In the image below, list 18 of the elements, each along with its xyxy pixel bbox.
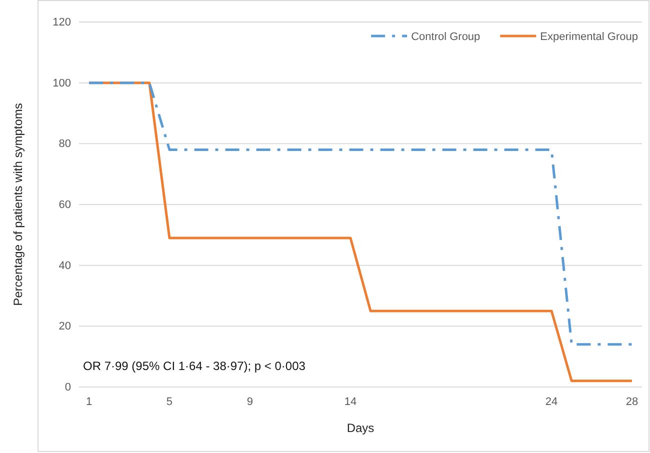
x-tick-label: 5 [166,396,173,408]
y-tick-label: 0 [64,382,71,394]
legend-label: Experimental Group [540,31,638,43]
x-tick-label: 14 [344,396,357,408]
x-tick-label: 28 [626,396,638,408]
y-tick-label: 40 [58,260,71,272]
x-axis-title: Days [346,421,374,435]
x-tick-label: 24 [545,396,558,408]
y-tick-label: 60 [58,199,71,212]
y-tick-label: 120 [52,16,71,29]
legend-label: Control Group [411,31,480,43]
x-tick-label: 1 [86,396,92,408]
y-tick-label: 100 [52,77,71,90]
y-axis-title: Percentage of patients with symptoms [11,103,25,306]
y-tick-label: 80 [58,138,71,150]
annotation: OR 7·99 (95% CI 1·64 - 38·97); p < 0·003 [83,359,306,373]
y-tick-label: 20 [58,320,71,333]
x-tick-label: 9 [246,396,253,408]
